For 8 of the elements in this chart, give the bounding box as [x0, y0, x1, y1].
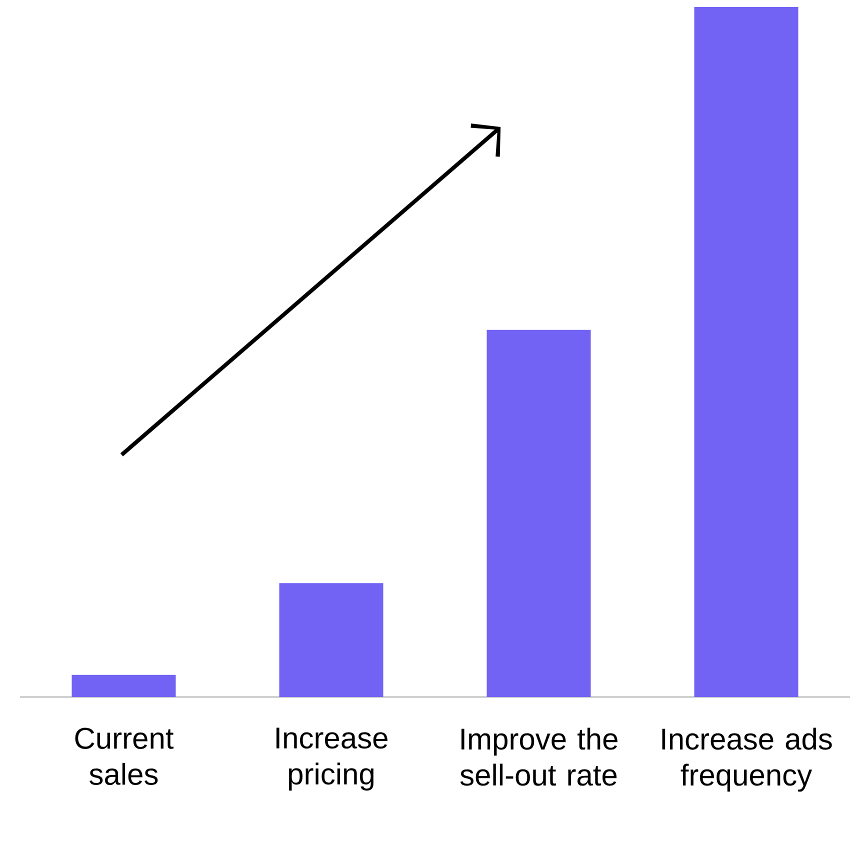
bar — [486, 330, 591, 697]
x-tick-label: Improve the sell-out rate — [460, 728, 618, 786]
x-tick-label: Increase ads frequency — [662, 728, 832, 792]
x-tick-label: Increase pricing — [276, 728, 388, 791]
bar — [694, 6, 798, 697]
bar — [72, 674, 176, 697]
x-tick-label: Current sales — [75, 728, 174, 785]
bar — [279, 583, 384, 697]
